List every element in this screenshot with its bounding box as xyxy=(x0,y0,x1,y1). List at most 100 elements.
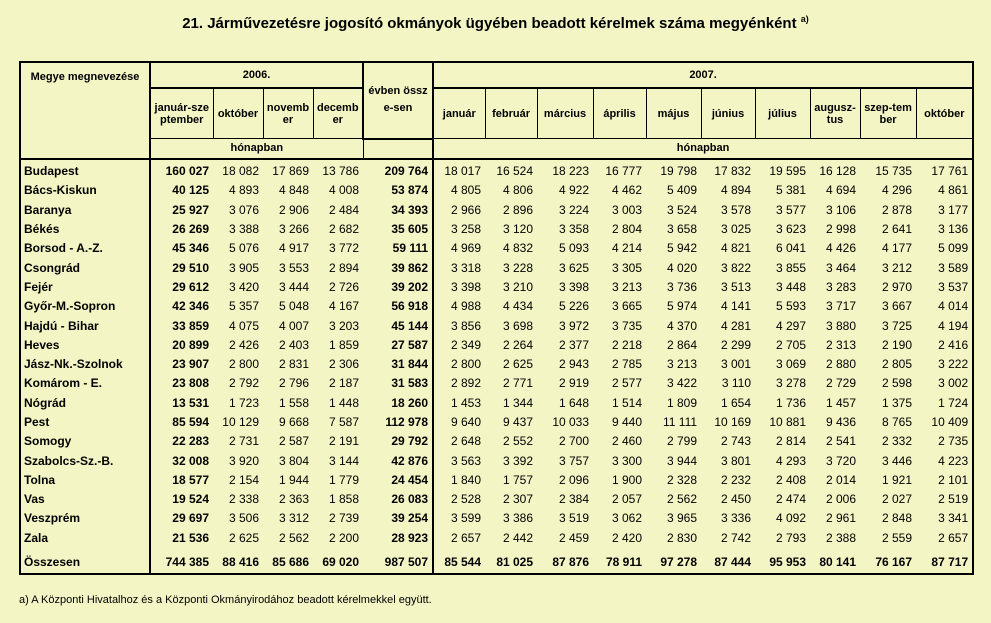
value-cell: 5 974 xyxy=(667,299,698,314)
value-cell: 4 821 xyxy=(721,241,752,256)
value-cell: 4 969 xyxy=(451,241,482,256)
value-cell: 16 128 xyxy=(819,164,857,179)
value-cell: 2 388 xyxy=(826,530,857,545)
value-cell: 2 328 xyxy=(667,472,698,487)
unit-2006-header: hónapban xyxy=(149,138,364,160)
county-header: Megye megnevezése xyxy=(19,61,151,160)
value-cell: 2 864 xyxy=(667,337,698,352)
value-cell: 3 312 xyxy=(278,511,309,526)
value-cell: 3 772 xyxy=(329,241,360,256)
value-cell: 1 921 xyxy=(882,472,913,487)
table-row: Baranya 25 927 3 076 2 906 2 484 34 393 2 966 2… xyxy=(19,200,975,220)
value-cell: 5 357 xyxy=(228,299,259,314)
year-2007-header: 2007. xyxy=(432,61,975,89)
value-cell: 23 907 xyxy=(172,357,209,372)
value-cell: 2 349 xyxy=(451,337,482,352)
value-cell: 2 743 xyxy=(721,434,752,449)
value-cell: 3 735 xyxy=(612,318,643,333)
table-row: Győr-M.-Sopron 42 346 5 357 5 048 4 167 56 91… xyxy=(19,296,975,316)
value-cell: 42 876 xyxy=(363,450,435,471)
value-cell: 3 318 xyxy=(451,260,482,275)
table-row: Bács-Kiskun 40 125 4 893 4 848 4 008 53 874 4 … xyxy=(19,180,975,201)
value-cell: 3 972 xyxy=(559,318,590,333)
value-cell: 9 440 xyxy=(612,415,643,429)
value-cell: 4 214 xyxy=(612,241,643,256)
table-row: Vas 19 524 2 338 2 363 1 858 26 083 2 528 2 307… xyxy=(19,489,975,509)
value-cell: 18 082 xyxy=(222,164,259,179)
value-cell: 10 129 xyxy=(222,415,259,429)
value-cell: 10 881 xyxy=(769,415,807,429)
value-cell: 3 203 xyxy=(329,318,360,333)
value-cell: 3 725 xyxy=(882,318,913,333)
month-2006-header: november xyxy=(262,87,314,139)
value-cell: 3 856 xyxy=(451,318,482,333)
month-2007-header: január xyxy=(432,87,486,139)
value-cell: 3 224 xyxy=(559,202,590,217)
value-cell: 2 562 xyxy=(278,530,309,545)
value-cell: 4 694 xyxy=(826,183,857,198)
value-cell: 34 393 xyxy=(363,200,435,220)
county-name: Vas xyxy=(19,489,151,509)
value-cell: 85 544 xyxy=(433,547,486,576)
county-name: Fejér xyxy=(19,277,151,297)
value-cell: 2 559 xyxy=(882,530,913,545)
value-cell: 4 462 xyxy=(612,183,643,198)
value-cell: 3 698 xyxy=(503,318,534,333)
value-cell: 3 717 xyxy=(826,299,857,314)
value-cell: 85 594 xyxy=(172,415,209,429)
value-cell: 4 014 xyxy=(916,296,975,316)
value-cell: 78 911 xyxy=(593,547,647,576)
value-cell: 160 027 xyxy=(165,164,209,179)
value-cell: 3 283 xyxy=(826,279,857,294)
value-cell: 1 723 xyxy=(228,395,259,410)
value-cell: 5 409 xyxy=(667,183,698,198)
value-cell: 20 899 xyxy=(172,337,209,352)
value-cell: 3 336 xyxy=(721,511,752,526)
value-cell: 2 154 xyxy=(228,472,259,487)
month-2007-header: október xyxy=(915,87,975,139)
value-cell: 26 269 xyxy=(172,222,209,237)
value-cell: 5 076 xyxy=(228,241,259,256)
county-name: Zala xyxy=(19,528,151,548)
value-cell: 2 830 xyxy=(667,530,698,545)
value-cell: 3 001 xyxy=(721,357,752,372)
month-2007-header: július xyxy=(754,87,811,139)
value-cell: 2 878 xyxy=(882,202,913,217)
value-cell: 4 194 xyxy=(916,315,975,336)
value-cell: 3 720 xyxy=(826,453,857,468)
value-cell: 2 442 xyxy=(503,530,534,545)
value-cell: 27 587 xyxy=(363,335,435,355)
value-cell: 4 223 xyxy=(916,450,975,471)
value-cell: 3 563 xyxy=(451,453,482,468)
value-cell: 33 859 xyxy=(172,318,209,333)
value-cell: 4 020 xyxy=(667,260,698,275)
year-total-header: évben össze-sen xyxy=(362,61,435,140)
value-cell: 3 300 xyxy=(612,453,643,468)
value-cell: 3 524 xyxy=(667,202,698,217)
value-cell: 2 014 xyxy=(826,472,857,487)
value-cell: 4 922 xyxy=(559,183,590,198)
value-cell: 2 961 xyxy=(826,511,857,526)
value-cell: 2 416 xyxy=(916,335,975,355)
value-cell: 2 943 xyxy=(559,357,590,372)
value-cell: 39 862 xyxy=(363,257,435,278)
table-row: Tolna 18 577 2 154 1 944 1 779 24 454 1 840 1 7… xyxy=(19,470,975,490)
value-cell: 2 800 xyxy=(451,357,482,372)
value-cell: 2 729 xyxy=(826,376,857,391)
value-cell: 2 552 xyxy=(503,434,534,449)
value-cell: 3 589 xyxy=(916,257,975,278)
table-row: Veszprém 29 697 3 506 3 312 2 739 39 254 3 599… xyxy=(19,508,975,529)
value-cell: 3 002 xyxy=(916,373,975,394)
value-cell: 10 409 xyxy=(916,412,975,432)
data-table: Megye megnevezése 2006. évben össze-sen … xyxy=(19,61,975,576)
county-name: Veszprém xyxy=(19,508,151,529)
table-title: 21. Járművezetésre jogosító okmányok ügy… xyxy=(0,14,991,32)
value-cell: 19 595 xyxy=(769,164,807,179)
value-cell: 2 831 xyxy=(278,357,309,372)
value-cell: 5 381 xyxy=(776,183,807,198)
value-cell: 4 167 xyxy=(329,299,360,314)
value-cell: 2 919 xyxy=(559,376,590,391)
value-cell: 2 484 xyxy=(329,202,360,217)
value-cell: 7 587 xyxy=(329,415,360,429)
value-cell: 3 420 xyxy=(228,279,259,294)
